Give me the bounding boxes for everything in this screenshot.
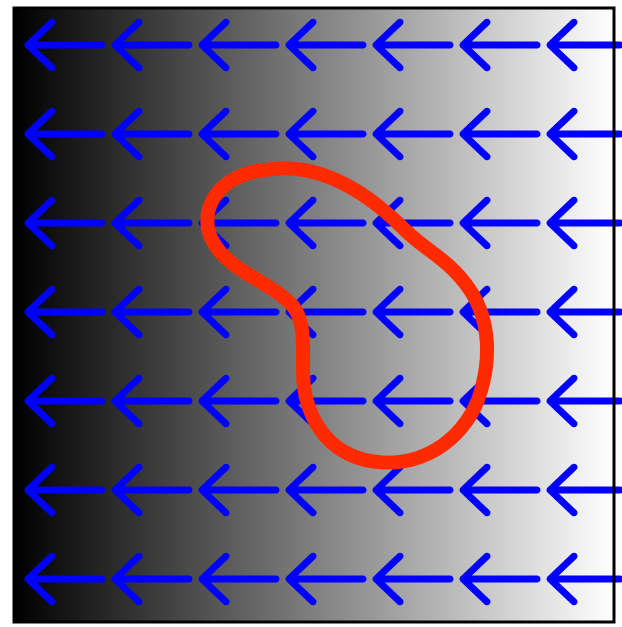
arrow-left-icon <box>546 552 622 606</box>
arrow-left-icon <box>285 18 367 72</box>
arrow-left-icon <box>198 552 280 606</box>
arrow-left-icon <box>372 374 454 428</box>
arrow-left-icon <box>546 196 622 250</box>
arrow-left-icon <box>198 374 280 428</box>
arrow-left-icon <box>24 107 106 161</box>
arrow-left-icon <box>459 552 541 606</box>
arrow-left-icon <box>198 18 280 72</box>
arrow-left-icon <box>546 374 622 428</box>
arrow-left-icon <box>372 18 454 72</box>
arrow-left-icon <box>24 196 106 250</box>
arrow-left-icon <box>198 463 280 517</box>
arrow-left-icon <box>198 285 280 339</box>
arrow-left-icon <box>459 196 541 250</box>
arrow-left-icon <box>546 107 622 161</box>
arrow-left-icon <box>372 285 454 339</box>
arrow-left-icon <box>198 107 280 161</box>
arrow-left-icon <box>111 196 193 250</box>
arrow-left-icon <box>111 107 193 161</box>
arrow-left-icon <box>24 18 106 72</box>
arrow-left-icon <box>111 463 193 517</box>
arrow-left-icon <box>372 463 454 517</box>
arrow-left-icon <box>372 552 454 606</box>
arrow-left-icon <box>111 285 193 339</box>
arrow-left-icon <box>285 107 367 161</box>
arrow-left-icon <box>111 552 193 606</box>
arrow-left-icon <box>24 374 106 428</box>
arrow-left-icon <box>285 552 367 606</box>
figure-frame <box>12 6 616 624</box>
arrow-left-icon <box>459 107 541 161</box>
arrow-left-icon <box>546 285 622 339</box>
arrow-left-icon <box>111 374 193 428</box>
arrow-left-icon <box>111 18 193 72</box>
arrow-left-icon <box>372 107 454 161</box>
arrow-left-icon <box>546 18 622 72</box>
arrow-left-icon <box>24 552 106 606</box>
arrow-left-icon <box>285 196 367 250</box>
arrow-left-icon <box>24 463 106 517</box>
arrow-left-icon <box>459 463 541 517</box>
closed-contour-curve <box>200 161 494 470</box>
arrow-field <box>24 18 622 606</box>
arrow-left-icon <box>546 463 622 517</box>
arrow-left-icon <box>285 463 367 517</box>
arrow-left-icon <box>459 18 541 72</box>
arrow-left-icon <box>24 285 106 339</box>
